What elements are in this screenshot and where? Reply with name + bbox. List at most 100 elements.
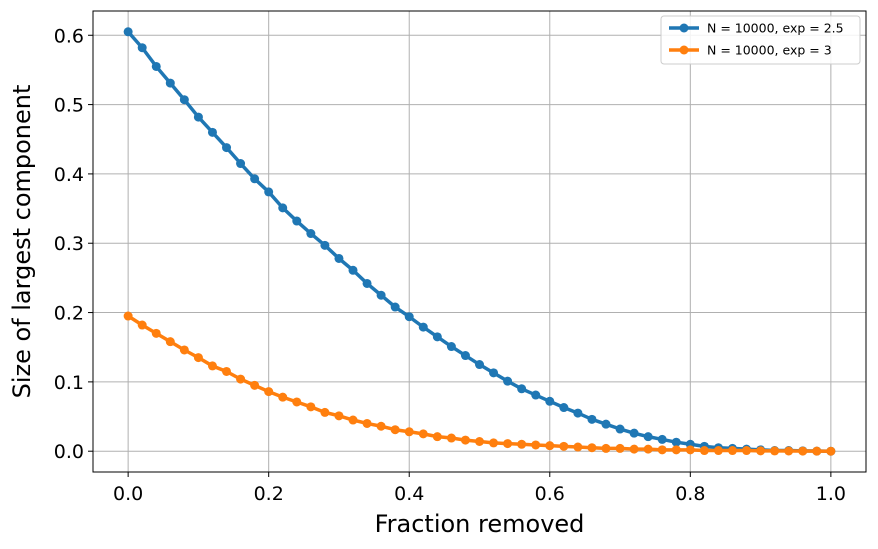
data-point — [179, 95, 189, 105]
legend-item: N = 10000, exp = 2.5 — [669, 21, 844, 36]
series-layer — [123, 27, 836, 456]
data-point — [573, 408, 583, 418]
data-point — [292, 216, 302, 226]
data-point — [784, 446, 794, 456]
data-point — [432, 432, 442, 442]
series-2 — [123, 311, 836, 456]
data-point — [320, 407, 330, 417]
y-tick-label: 0.0 — [54, 441, 84, 463]
data-point — [193, 353, 203, 363]
data-point — [601, 419, 611, 429]
x-tick-label: 0.0 — [113, 483, 143, 505]
data-point — [362, 418, 372, 428]
x-tick-label: 0.4 — [394, 483, 424, 505]
y-tick-label: 0.5 — [54, 95, 84, 117]
data-point — [306, 229, 316, 239]
data-point — [418, 322, 428, 332]
data-point — [306, 402, 316, 412]
data-point — [770, 446, 780, 456]
data-point — [727, 446, 737, 456]
data-point — [812, 446, 822, 456]
data-point — [503, 376, 513, 386]
y-tick-label: 0.6 — [54, 25, 84, 47]
data-point — [250, 380, 260, 390]
data-point — [531, 440, 541, 450]
data-point — [713, 446, 723, 456]
legend: N = 10000, exp = 2.5 N = 10000, exp = 3 — [660, 15, 861, 65]
data-point — [446, 433, 456, 443]
data-point — [390, 425, 400, 435]
y-tick-label: 0.1 — [54, 372, 84, 394]
series-1 — [123, 27, 836, 456]
data-point — [137, 320, 147, 330]
x-tick-label: 0.2 — [254, 483, 284, 505]
data-point — [432, 332, 442, 342]
data-point — [348, 415, 358, 425]
data-point — [615, 443, 625, 453]
data-point — [573, 442, 583, 452]
data-point — [264, 387, 274, 397]
x-axis-label: Fraction removed — [375, 510, 585, 538]
data-point — [390, 302, 400, 312]
legend-box — [660, 15, 861, 65]
data-point — [236, 374, 246, 384]
y-tick-label: 0.4 — [54, 164, 84, 186]
legend-marker — [679, 23, 689, 33]
data-point — [250, 174, 260, 184]
data-point — [278, 203, 288, 213]
legend-marker — [679, 45, 689, 55]
plot-frame — [92, 10, 867, 473]
data-point — [531, 390, 541, 400]
data-point — [559, 403, 569, 413]
data-point — [278, 392, 288, 402]
data-point — [334, 411, 344, 421]
data-point — [503, 439, 513, 449]
data-point — [460, 351, 470, 361]
series-line — [127, 314, 831, 453]
legend-label: N = 10000, exp = 3 — [707, 43, 832, 58]
data-point — [629, 428, 639, 438]
data-point — [404, 312, 414, 322]
data-point — [418, 429, 428, 439]
data-point — [376, 421, 386, 431]
data-point — [292, 397, 302, 407]
data-point — [559, 441, 569, 451]
data-point — [137, 43, 147, 53]
data-point — [517, 384, 527, 394]
data-point — [629, 444, 639, 454]
y-tick-label: 0.2 — [54, 303, 84, 325]
data-point — [756, 446, 766, 456]
data-point — [193, 112, 203, 122]
data-point — [376, 290, 386, 300]
data-point — [545, 441, 555, 451]
data-point — [587, 443, 597, 453]
data-point — [165, 78, 175, 88]
legend-item: N = 10000, exp = 3 — [669, 43, 832, 58]
data-point — [657, 445, 667, 455]
data-point — [404, 427, 414, 437]
data-point — [587, 414, 597, 424]
x-tick-label: 0.6 — [535, 483, 565, 505]
data-point — [362, 278, 372, 288]
data-point — [643, 432, 653, 442]
data-point — [685, 445, 695, 455]
series-line — [126, 30, 831, 453]
data-point — [123, 27, 133, 37]
data-point — [320, 240, 330, 250]
data-point — [334, 253, 344, 263]
data-point — [348, 265, 358, 275]
data-point — [207, 361, 217, 371]
data-point — [742, 446, 752, 456]
data-point — [517, 439, 527, 449]
data-point — [657, 434, 667, 444]
data-point — [264, 187, 274, 197]
data-point — [207, 127, 217, 137]
data-point — [222, 366, 232, 376]
data-point — [545, 396, 555, 406]
data-point — [236, 159, 246, 169]
data-point — [165, 337, 175, 347]
data-point — [179, 345, 189, 355]
data-point — [671, 437, 681, 447]
